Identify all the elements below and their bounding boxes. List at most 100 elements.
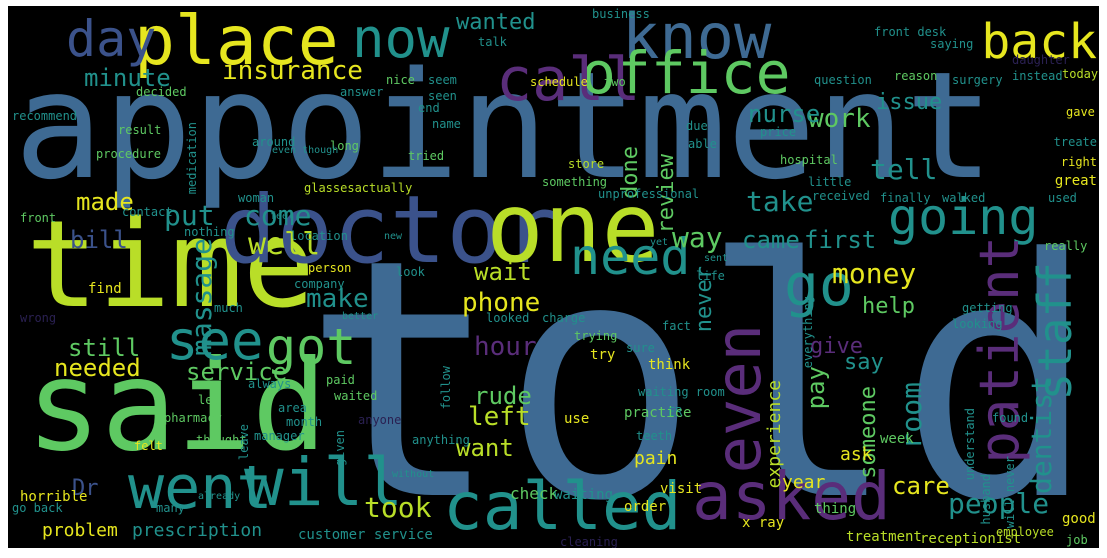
- word-looked: looked: [486, 311, 530, 325]
- word-found: found: [992, 411, 1029, 425]
- word-horrible: horrible: [20, 489, 88, 505]
- word-result: result: [118, 123, 162, 137]
- word-answer: answer: [340, 85, 384, 99]
- word-end: end: [418, 101, 440, 115]
- word-given: given: [333, 430, 347, 467]
- word-check: check: [510, 484, 559, 503]
- word-patient: patient: [968, 236, 1031, 464]
- word-ask: ask: [840, 444, 873, 465]
- word-rude: rude: [474, 382, 532, 410]
- word-called: called: [443, 468, 682, 545]
- word-many: many: [156, 501, 185, 515]
- word-company: company: [294, 277, 345, 291]
- word-better: better: [342, 311, 379, 322]
- word-know: know: [622, 6, 772, 73]
- word-anyone: anyone: [358, 413, 402, 427]
- word-gave: gave: [1066, 105, 1095, 119]
- word-appointment: appointment: [14, 40, 995, 212]
- word-customer-service: customer service: [298, 527, 433, 543]
- word-came: came: [742, 226, 800, 254]
- word-thought: thought: [196, 433, 247, 447]
- word-order: order: [624, 499, 667, 515]
- word-store: store: [568, 157, 605, 171]
- word-front-desk: front desk: [874, 25, 947, 39]
- word-everything: everything: [801, 296, 815, 369]
- word-nice: nice: [386, 73, 415, 87]
- word-little: little: [808, 175, 852, 189]
- word-cloud: told appointment time said doctor one place kno…: [8, 6, 1099, 548]
- word-pharmacy: pharmacy: [164, 411, 222, 425]
- word-got: got: [266, 318, 357, 376]
- word-give: give: [810, 334, 863, 359]
- word-getting: getting: [962, 301, 1013, 315]
- word-dr: Dr: [72, 476, 99, 501]
- word-thing: thing: [814, 501, 857, 517]
- word-want: want: [456, 434, 514, 462]
- word-month: month: [286, 415, 323, 429]
- word-wanted: wanted: [456, 10, 536, 35]
- word-new: new: [384, 231, 403, 242]
- word-x-ray: x ray: [742, 515, 785, 531]
- word-go: go: [784, 251, 854, 319]
- word-right: right: [1060, 155, 1097, 169]
- word-wait: wait: [474, 258, 532, 286]
- word-business: business: [592, 7, 650, 21]
- word-visit: visit: [660, 481, 703, 497]
- word-tell: tell: [870, 153, 938, 186]
- word-one: one: [486, 172, 660, 284]
- word-schedule: schedule: [530, 75, 588, 89]
- word-minute: minute: [84, 64, 171, 92]
- word-unprofessional: unprofessional: [598, 187, 700, 201]
- word-instead: instead: [1012, 69, 1063, 83]
- word-talk: talk: [478, 35, 507, 49]
- word-hour: hour: [474, 332, 537, 362]
- word-prescription: prescription: [132, 520, 263, 541]
- word-surgery: surgery: [952, 73, 1003, 87]
- word-massage: massage: [185, 238, 218, 357]
- word-seem: seem: [428, 73, 457, 87]
- word-question: question: [814, 73, 872, 87]
- word-feel: feel: [270, 211, 295, 222]
- word-manager: manager: [254, 429, 305, 443]
- word-week: week: [880, 431, 914, 447]
- word-work: work: [808, 104, 871, 134]
- word-use: use: [564, 411, 590, 427]
- word-left: left: [468, 402, 531, 432]
- word-money: money: [832, 257, 917, 290]
- word-waiting-room: waiting room: [638, 385, 725, 399]
- word-received: received: [812, 189, 870, 203]
- word-issue: issue: [876, 90, 943, 115]
- word-understand: understand: [963, 408, 977, 481]
- word-asked: asked: [692, 458, 891, 535]
- word-went: went: [128, 453, 273, 523]
- word-will-never: will never: [1003, 456, 1017, 529]
- word-phone: phone: [462, 288, 541, 318]
- word-come: come: [244, 199, 312, 232]
- word-location: location: [290, 229, 348, 243]
- word-due: due: [686, 119, 708, 133]
- word-anything: anything: [412, 433, 470, 447]
- word-care: care: [892, 472, 950, 500]
- word-decided: decided: [136, 85, 187, 99]
- word-let: let: [198, 393, 220, 407]
- word-life: life: [696, 269, 725, 283]
- word-employee: employee: [996, 525, 1054, 539]
- word-service: service: [186, 358, 288, 386]
- word-area: area: [278, 401, 307, 415]
- word-glassesactually: glassesactually: [304, 181, 413, 195]
- word-problem: problem: [42, 520, 118, 541]
- word-teeth: teeth: [636, 429, 673, 443]
- word-today: today: [1062, 67, 1099, 81]
- word-nurse: nurse: [748, 100, 821, 128]
- word-year: year: [782, 472, 826, 493]
- word-receptionist: receptionist: [920, 531, 1022, 547]
- word-finally: finally: [880, 191, 931, 205]
- word-took: took: [364, 491, 432, 524]
- word-two: two: [604, 75, 626, 89]
- word-pay: pay: [802, 366, 830, 410]
- word-now: now: [352, 7, 450, 70]
- word-think: think: [648, 357, 691, 373]
- word-doctor: doctor: [220, 176, 560, 285]
- word-back: back: [981, 14, 1097, 70]
